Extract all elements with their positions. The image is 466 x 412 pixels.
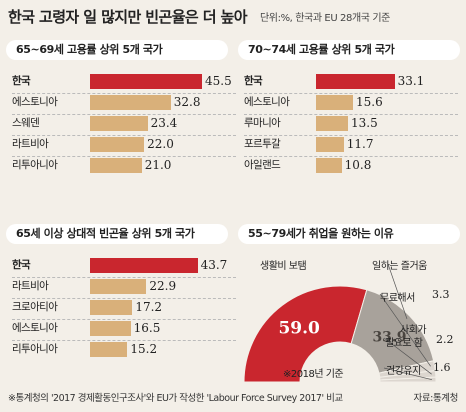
- row-divider: [12, 156, 236, 157]
- category-label: 한국: [12, 75, 31, 87]
- bar: [90, 258, 198, 273]
- leader-line: [387, 263, 408, 320]
- category-label: 한국: [244, 75, 263, 87]
- row-divider: [12, 340, 236, 341]
- bar: [316, 74, 395, 89]
- bar: [90, 74, 202, 89]
- category-label: 아일랜드: [244, 159, 281, 171]
- bar: [90, 342, 128, 357]
- value-label: 13.5: [351, 116, 378, 130]
- category-label: 리투아니아: [12, 159, 58, 171]
- category-label: 스웨덴: [12, 117, 40, 129]
- slice-value-health: 1.6: [433, 361, 451, 374]
- value-label: 45.5: [205, 74, 232, 88]
- chart-4-donut: 59.0 33.9: [243, 263, 437, 383]
- row-divider: [244, 114, 458, 115]
- row-divider: [12, 298, 236, 299]
- value-label: 21.0: [144, 158, 172, 172]
- value-label: 23.4: [150, 116, 178, 130]
- category-label: 크로아티아: [12, 301, 58, 313]
- category-label: 포르투갈: [244, 138, 281, 150]
- value-label: 17.2: [135, 300, 163, 314]
- slice-value-bored: 3.3: [432, 288, 450, 301]
- category-label: 에스토니아: [12, 322, 58, 334]
- slice-label-living: 생활비 보탬: [260, 261, 307, 272]
- category-label: 에스토니아: [244, 96, 290, 108]
- slice-value: 59.0: [278, 319, 320, 339]
- value-label: 16.5: [133, 321, 161, 335]
- category-label: 에스토니아: [12, 96, 58, 108]
- value-label: 43.7: [200, 258, 228, 272]
- page-title: 한국 고령자 일 많지만 빈곤율은 더 높아: [8, 8, 248, 26]
- bar: [90, 116, 148, 131]
- unit-note: 단위:%, 한국과 EU 28개국 기준: [260, 13, 390, 24]
- value-label: 15.6: [356, 95, 383, 109]
- bar: [90, 158, 142, 173]
- row-divider: [12, 135, 236, 136]
- chart-1-title: 65~69세 고용률 상위 5개 국가: [6, 40, 228, 60]
- bar: [316, 137, 344, 152]
- donut-slice: [243, 285, 368, 383]
- bar: [90, 279, 147, 294]
- category-label: 한국: [12, 259, 31, 271]
- category-label: 리투아니아: [12, 343, 58, 355]
- bar: [90, 300, 133, 315]
- slice-label-society-2: 필요로 함: [385, 338, 423, 349]
- row-divider: [12, 319, 236, 320]
- value-label: 15.2: [130, 342, 158, 356]
- row-divider: [244, 93, 458, 94]
- row-divider: [244, 135, 458, 136]
- slice-label-health: 건강유지: [386, 366, 421, 377]
- value-label: 32.8: [173, 95, 201, 109]
- bar: [90, 95, 171, 110]
- slice-value-society: 2.2: [436, 333, 454, 346]
- bar: [316, 116, 349, 131]
- category-label: 루마니아: [244, 117, 281, 129]
- leader-line: [383, 367, 433, 381]
- bar: [90, 137, 145, 152]
- donut-note: ※2018년 기준: [283, 369, 344, 380]
- row-divider: [12, 114, 236, 115]
- leader-line: [383, 337, 432, 375]
- value-label: 22.9: [149, 279, 177, 293]
- row-divider: [244, 156, 458, 157]
- row-divider: [12, 93, 236, 94]
- donut-slice: [379, 376, 437, 383]
- value-label: 11.7: [346, 137, 374, 151]
- row-divider: [12, 277, 236, 278]
- leader-line: [379, 293, 431, 367]
- chart-3-title: 65세 이상 상대적 빈곤율 상위 5개 국가: [6, 224, 228, 244]
- slice-label-bored: 무료해서: [380, 293, 415, 304]
- slice-label-society-1: 사회가: [400, 325, 427, 336]
- chart-4-title: 55~79세가 취업을 원하는 이유: [238, 224, 460, 244]
- slice-value: 33.9: [372, 329, 406, 345]
- source-note: 자료:통계청: [413, 393, 458, 404]
- bar: [316, 95, 354, 110]
- category-label: 라트비아: [12, 138, 49, 150]
- slice-label-joy: 일하는 즐거움: [372, 261, 427, 272]
- value-label: 33.1: [397, 74, 425, 88]
- bar: [90, 321, 131, 336]
- value-label: 22.0: [147, 137, 174, 151]
- category-label: 라트비아: [12, 280, 49, 292]
- value-label: 10.8: [344, 158, 372, 172]
- bar: [316, 158, 342, 173]
- footnote: ※통계청의 '2017 경제활동인구조사'와 EU가 작성한 'Labour F…: [8, 393, 343, 404]
- chart-2-title: 70~74세 고용률 상위 5개 국가: [238, 40, 460, 60]
